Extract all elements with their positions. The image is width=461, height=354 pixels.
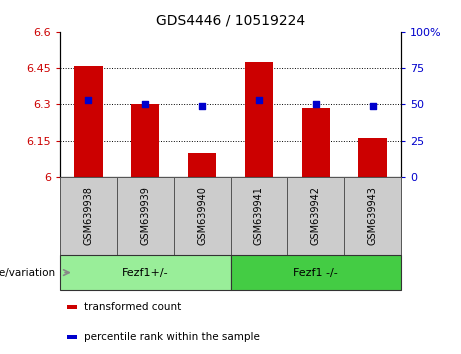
Text: GSM639941: GSM639941: [254, 187, 264, 245]
Bar: [230, 255, 401, 290]
Bar: [245, 62, 273, 177]
Bar: [131, 104, 160, 177]
Text: GSM639938: GSM639938: [83, 187, 94, 245]
Bar: [287, 177, 344, 255]
Text: genotype/variation: genotype/variation: [0, 268, 55, 278]
Point: [312, 102, 319, 107]
Text: percentile rank within the sample: percentile rank within the sample: [84, 332, 260, 342]
Point: [369, 103, 376, 109]
Bar: [188, 153, 216, 177]
Bar: [67, 305, 77, 309]
Text: GSM639943: GSM639943: [367, 187, 378, 245]
Text: Fezf1 -/-: Fezf1 -/-: [293, 268, 338, 278]
Bar: [117, 177, 174, 255]
Bar: [230, 177, 287, 255]
Text: GSM639940: GSM639940: [197, 187, 207, 245]
Text: GSM639939: GSM639939: [140, 187, 150, 245]
Bar: [60, 255, 230, 290]
Bar: [174, 177, 230, 255]
Point: [85, 97, 92, 103]
Text: Fezf1+/-: Fezf1+/-: [122, 268, 169, 278]
Text: GSM639942: GSM639942: [311, 187, 321, 245]
Bar: [301, 108, 330, 177]
Text: transformed count: transformed count: [84, 302, 181, 312]
Bar: [358, 138, 387, 177]
Point: [255, 97, 263, 103]
Title: GDS4446 / 10519224: GDS4446 / 10519224: [156, 14, 305, 28]
Point: [198, 103, 206, 109]
Bar: [344, 177, 401, 255]
Point: [142, 102, 149, 107]
Bar: [60, 177, 117, 255]
Bar: [67, 336, 77, 339]
Bar: [74, 66, 102, 177]
